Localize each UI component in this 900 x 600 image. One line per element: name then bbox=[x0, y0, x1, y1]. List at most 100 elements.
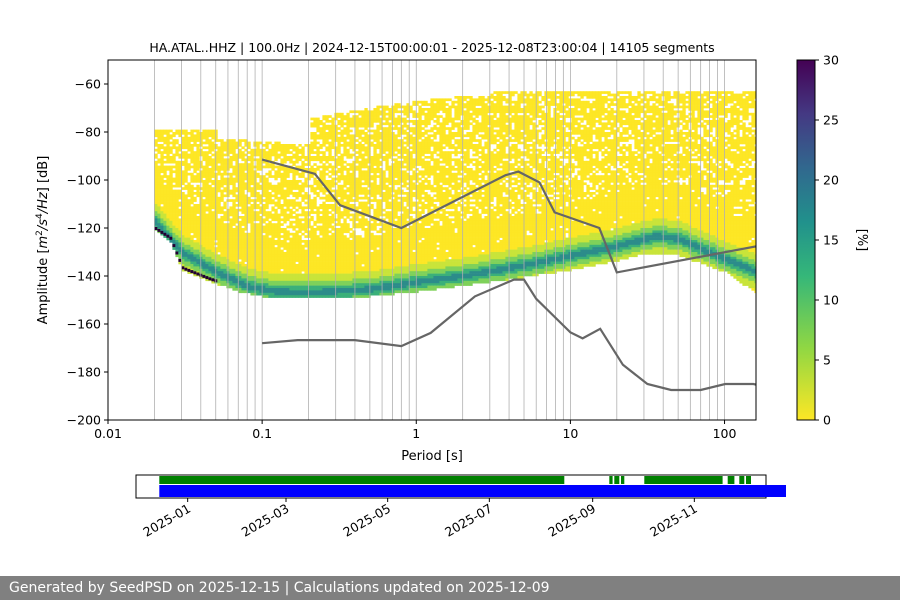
psd-cell bbox=[409, 228, 413, 231]
psd-cell bbox=[265, 280, 269, 284]
psd-cell bbox=[256, 216, 260, 219]
psd-cell bbox=[397, 151, 401, 154]
psd-cell bbox=[163, 223, 167, 226]
psd-cell bbox=[289, 261, 293, 265]
psd-cell bbox=[163, 175, 167, 178]
psd-cell bbox=[331, 132, 335, 135]
psd-cell bbox=[181, 264, 185, 267]
psd-cell bbox=[361, 192, 365, 195]
psd-cell bbox=[361, 290, 365, 294]
psd-cell bbox=[208, 218, 212, 222]
psd-cell bbox=[262, 244, 266, 248]
psd-cell bbox=[376, 187, 380, 190]
psd-cell bbox=[322, 180, 326, 183]
psd-cell bbox=[229, 278, 233, 282]
psd-cell bbox=[400, 264, 404, 267]
psd-cell bbox=[211, 136, 215, 140]
psd-cell bbox=[376, 280, 380, 284]
psd-cell bbox=[160, 232, 164, 236]
psd-cell bbox=[178, 170, 182, 174]
psd-cell bbox=[406, 235, 410, 238]
psd-cell bbox=[343, 160, 347, 164]
psd-cell bbox=[337, 156, 341, 159]
psd-cell bbox=[244, 232, 248, 236]
psd-cell bbox=[289, 146, 293, 150]
psd-cell bbox=[346, 151, 350, 154]
psd-cell bbox=[181, 199, 185, 202]
psd-cell bbox=[328, 129, 332, 133]
psd-cell bbox=[238, 201, 242, 205]
psd-cell bbox=[166, 220, 170, 224]
psd-cell bbox=[205, 259, 209, 262]
psd-cell bbox=[241, 220, 245, 224]
psd-cell bbox=[328, 273, 332, 277]
psd-cell bbox=[244, 208, 248, 212]
psd-cell bbox=[358, 182, 362, 186]
psd-cell bbox=[241, 153, 245, 157]
psd-cell bbox=[256, 266, 260, 270]
psd-cell bbox=[205, 206, 209, 210]
psd-cell bbox=[403, 156, 407, 159]
psd-cell bbox=[229, 158, 233, 162]
psd-cell bbox=[286, 280, 290, 284]
psd-cell bbox=[346, 280, 350, 284]
psd-cell bbox=[202, 225, 206, 229]
psd-cell bbox=[235, 283, 239, 286]
psd-cell bbox=[346, 201, 350, 205]
psd-cell bbox=[382, 232, 386, 236]
psd-cell bbox=[304, 280, 308, 284]
psd-cell bbox=[211, 230, 215, 234]
psd-cell bbox=[235, 242, 239, 246]
psd-cell bbox=[406, 256, 410, 260]
psd-cell bbox=[298, 235, 302, 238]
psd-cell bbox=[343, 196, 347, 200]
psd-cell bbox=[382, 228, 386, 231]
psd-cell bbox=[268, 151, 272, 154]
psd-cell bbox=[169, 223, 173, 226]
psd-cell bbox=[232, 247, 236, 250]
psd-cell bbox=[232, 184, 236, 188]
psd-cell bbox=[232, 264, 236, 267]
psd-cell bbox=[358, 153, 362, 157]
psd-cell bbox=[268, 249, 272, 253]
psd-cell bbox=[316, 292, 320, 296]
psd-cell bbox=[388, 117, 392, 121]
psd-cell bbox=[298, 264, 302, 267]
psd-cell bbox=[373, 160, 377, 164]
psd-cell bbox=[172, 206, 176, 210]
psd-cell bbox=[301, 280, 305, 284]
psd-cell bbox=[364, 127, 368, 130]
psd-cell bbox=[295, 170, 299, 174]
psd-cell bbox=[187, 242, 191, 246]
psd-cell bbox=[181, 163, 185, 166]
psd-cell bbox=[184, 194, 188, 198]
psd-cell bbox=[331, 266, 335, 270]
psd-cell bbox=[385, 184, 389, 188]
psd-cell bbox=[298, 187, 302, 190]
psd-cell bbox=[295, 230, 299, 234]
psd-cell bbox=[205, 223, 209, 226]
psd-cell bbox=[277, 254, 281, 258]
psd-cell bbox=[232, 271, 236, 274]
psd-cell bbox=[163, 199, 167, 202]
psd-cell bbox=[364, 271, 368, 274]
psd-cell bbox=[367, 182, 371, 186]
psd-cell bbox=[331, 283, 335, 286]
psd-cell bbox=[244, 237, 248, 241]
psd-cell bbox=[244, 290, 248, 294]
psd-cell bbox=[160, 139, 164, 142]
psd-cell bbox=[244, 244, 248, 248]
psd-cell bbox=[157, 216, 161, 219]
psd-cell bbox=[343, 165, 347, 169]
psd-cell bbox=[388, 252, 392, 255]
psd-cell bbox=[337, 261, 341, 265]
psd-cell bbox=[373, 120, 377, 123]
psd-cell bbox=[403, 220, 407, 224]
psd-cell bbox=[298, 213, 302, 217]
psd-cell bbox=[328, 148, 332, 152]
psd-cell bbox=[394, 247, 398, 250]
psd-cell bbox=[400, 290, 404, 294]
psd-cell bbox=[268, 199, 272, 202]
psd-cell bbox=[250, 189, 254, 193]
psd-cell bbox=[280, 266, 284, 270]
